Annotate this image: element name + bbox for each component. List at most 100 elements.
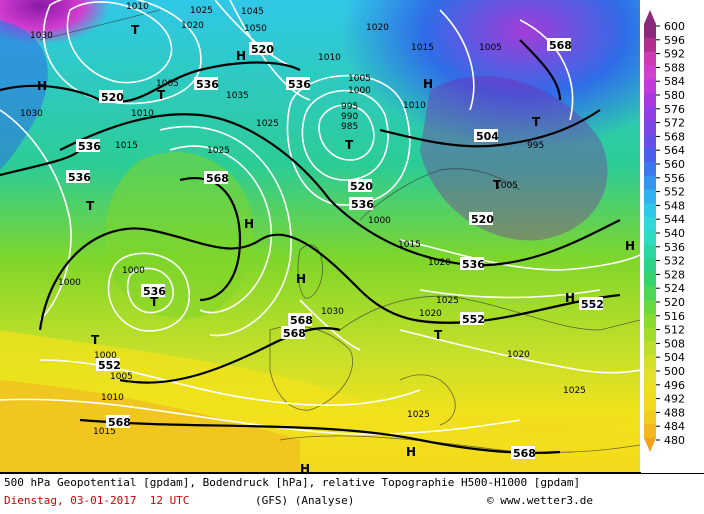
legend-swatch (644, 217, 656, 232)
pressure-labels: 1010 1025 1045 1050 1030 1035 1020 1015 … (20, 2, 586, 437)
svg-text:520: 520 (101, 91, 124, 104)
legend-tick-label: 508 (664, 337, 685, 350)
pressure-label: 1030 (321, 307, 344, 317)
isobar-ridge-2 (159, 125, 292, 337)
pressure-label: 1000 (94, 351, 117, 361)
legend-tick-label: 544 (664, 213, 685, 226)
pressure-label: 1000 (122, 266, 145, 276)
svg-text:568: 568 (283, 327, 306, 340)
low-center-marker: T (532, 115, 541, 129)
pressure-label: 985 (341, 122, 358, 132)
africa-coast (279, 435, 640, 453)
legend-swatch (644, 93, 656, 108)
z-label: 568 (511, 446, 536, 460)
legend-tick-label: 492 (664, 393, 685, 406)
legend-swatch (644, 244, 656, 259)
legend-ticks: 6005965925885845805765725685645605565525… (656, 20, 685, 447)
contour-568 (119, 327, 341, 384)
pressure-label: 1005 (348, 74, 371, 84)
contour-520 (0, 61, 301, 103)
svg-text:536: 536 (288, 78, 311, 91)
legend-tick-label: 548 (664, 199, 685, 212)
pressure-label: 1010 (403, 101, 426, 111)
legend-tick-label: 560 (664, 158, 685, 171)
pressure-label: 1025 (436, 296, 459, 306)
svg-text:520: 520 (471, 213, 494, 226)
z-label: 520 (99, 90, 124, 104)
legend-swatch (644, 313, 656, 328)
pressure-label: 1015 (93, 427, 116, 437)
legend-tick-label: 552 (664, 186, 685, 199)
low-center-marker: T (131, 23, 140, 37)
legend-swatch (644, 355, 656, 370)
pressure-label: 1030 (20, 109, 43, 119)
isobar-lowcenter-3 (286, 74, 411, 206)
copyright: © www.wetter3.de (487, 494, 593, 507)
pressure-centers: T T T T T T T T T H H H H H H H H H (37, 23, 635, 472)
legend-swatch (644, 51, 656, 66)
weather-map: 1010 1025 1045 1050 1030 1035 1020 1015 … (0, 0, 641, 473)
legend-swatch (644, 327, 656, 342)
isobars (0, 0, 640, 434)
isobar-atl-low-2 (107, 252, 191, 332)
z-label: 568 (288, 313, 313, 327)
legend-swatch (644, 300, 656, 315)
svg-text:568: 568 (549, 39, 572, 52)
z-label: 520 (249, 42, 274, 56)
footer: 500 hPa Geopotential [gpdam], Bodendruck… (0, 473, 704, 514)
low-center-marker: T (434, 328, 443, 342)
z-label: 536 (286, 77, 311, 91)
svg-text:568: 568 (290, 314, 313, 327)
legend-swatch (644, 424, 656, 439)
z-label: 520 (469, 212, 494, 226)
pressure-label: 1030 (30, 31, 53, 41)
legend-tick-label: 580 (664, 89, 685, 102)
pressure-label: 1010 (131, 109, 154, 119)
pressure-label: 1000 (348, 86, 371, 96)
pressure-label: 1025 (407, 410, 430, 420)
scandinavia-coast (359, 168, 521, 221)
z-label: 552 (460, 312, 485, 326)
legend-tick-label: 484 (664, 420, 685, 433)
legend-swatch (644, 258, 656, 273)
west-blue-field (0, 20, 48, 170)
high-center-marker: H (244, 217, 254, 231)
z-label: 536 (76, 139, 101, 153)
svg-text:552: 552 (581, 298, 604, 311)
pressure-label: 1045 (241, 7, 264, 17)
legend-swatch (644, 37, 656, 52)
z-label: 568 (106, 415, 131, 429)
svg-text:568: 568 (206, 172, 229, 185)
legend-arrow-up (644, 10, 656, 24)
legend-tick-label: 564 (664, 144, 685, 157)
legend-tick-label: 480 (664, 434, 685, 447)
high-center-marker: H (406, 445, 416, 459)
svg-text:504: 504 (476, 130, 499, 143)
svg-text:536: 536 (78, 140, 101, 153)
pressure-label: 1000 (368, 216, 391, 226)
contour-552 (38, 227, 621, 331)
pressure-label: 1005 (110, 372, 133, 382)
svg-text:552: 552 (98, 359, 121, 372)
z-label: 552 (96, 358, 121, 372)
z-label: 504 (474, 129, 499, 143)
legend-tick-label: 596 (664, 34, 685, 47)
svg-text:536: 536 (143, 285, 166, 298)
svg-text:520: 520 (251, 43, 274, 56)
pressure-label: 1005 (156, 79, 179, 89)
low-center-marker: T (86, 199, 95, 213)
legend-tick-label: 592 (664, 48, 685, 61)
z-label: 520 (348, 179, 373, 193)
isobar-east-1 (399, 239, 640, 271)
pressure-label: 1010 (126, 2, 149, 12)
legend-tick-label: 568 (664, 130, 685, 143)
geopotential-labels: 520 536 536 520 536 568 536 536 520 536 … (66, 38, 604, 460)
legend-tick-label: 584 (664, 75, 685, 88)
geopotential-contours (0, 39, 621, 454)
legend-tick-label: 500 (664, 365, 685, 378)
east-low-field (420, 76, 608, 241)
high-center-marker: H (37, 79, 47, 93)
legend-arrow-down (644, 438, 656, 452)
pressure-label: 1020 (366, 23, 389, 33)
polar-vortex-field (230, 0, 640, 260)
